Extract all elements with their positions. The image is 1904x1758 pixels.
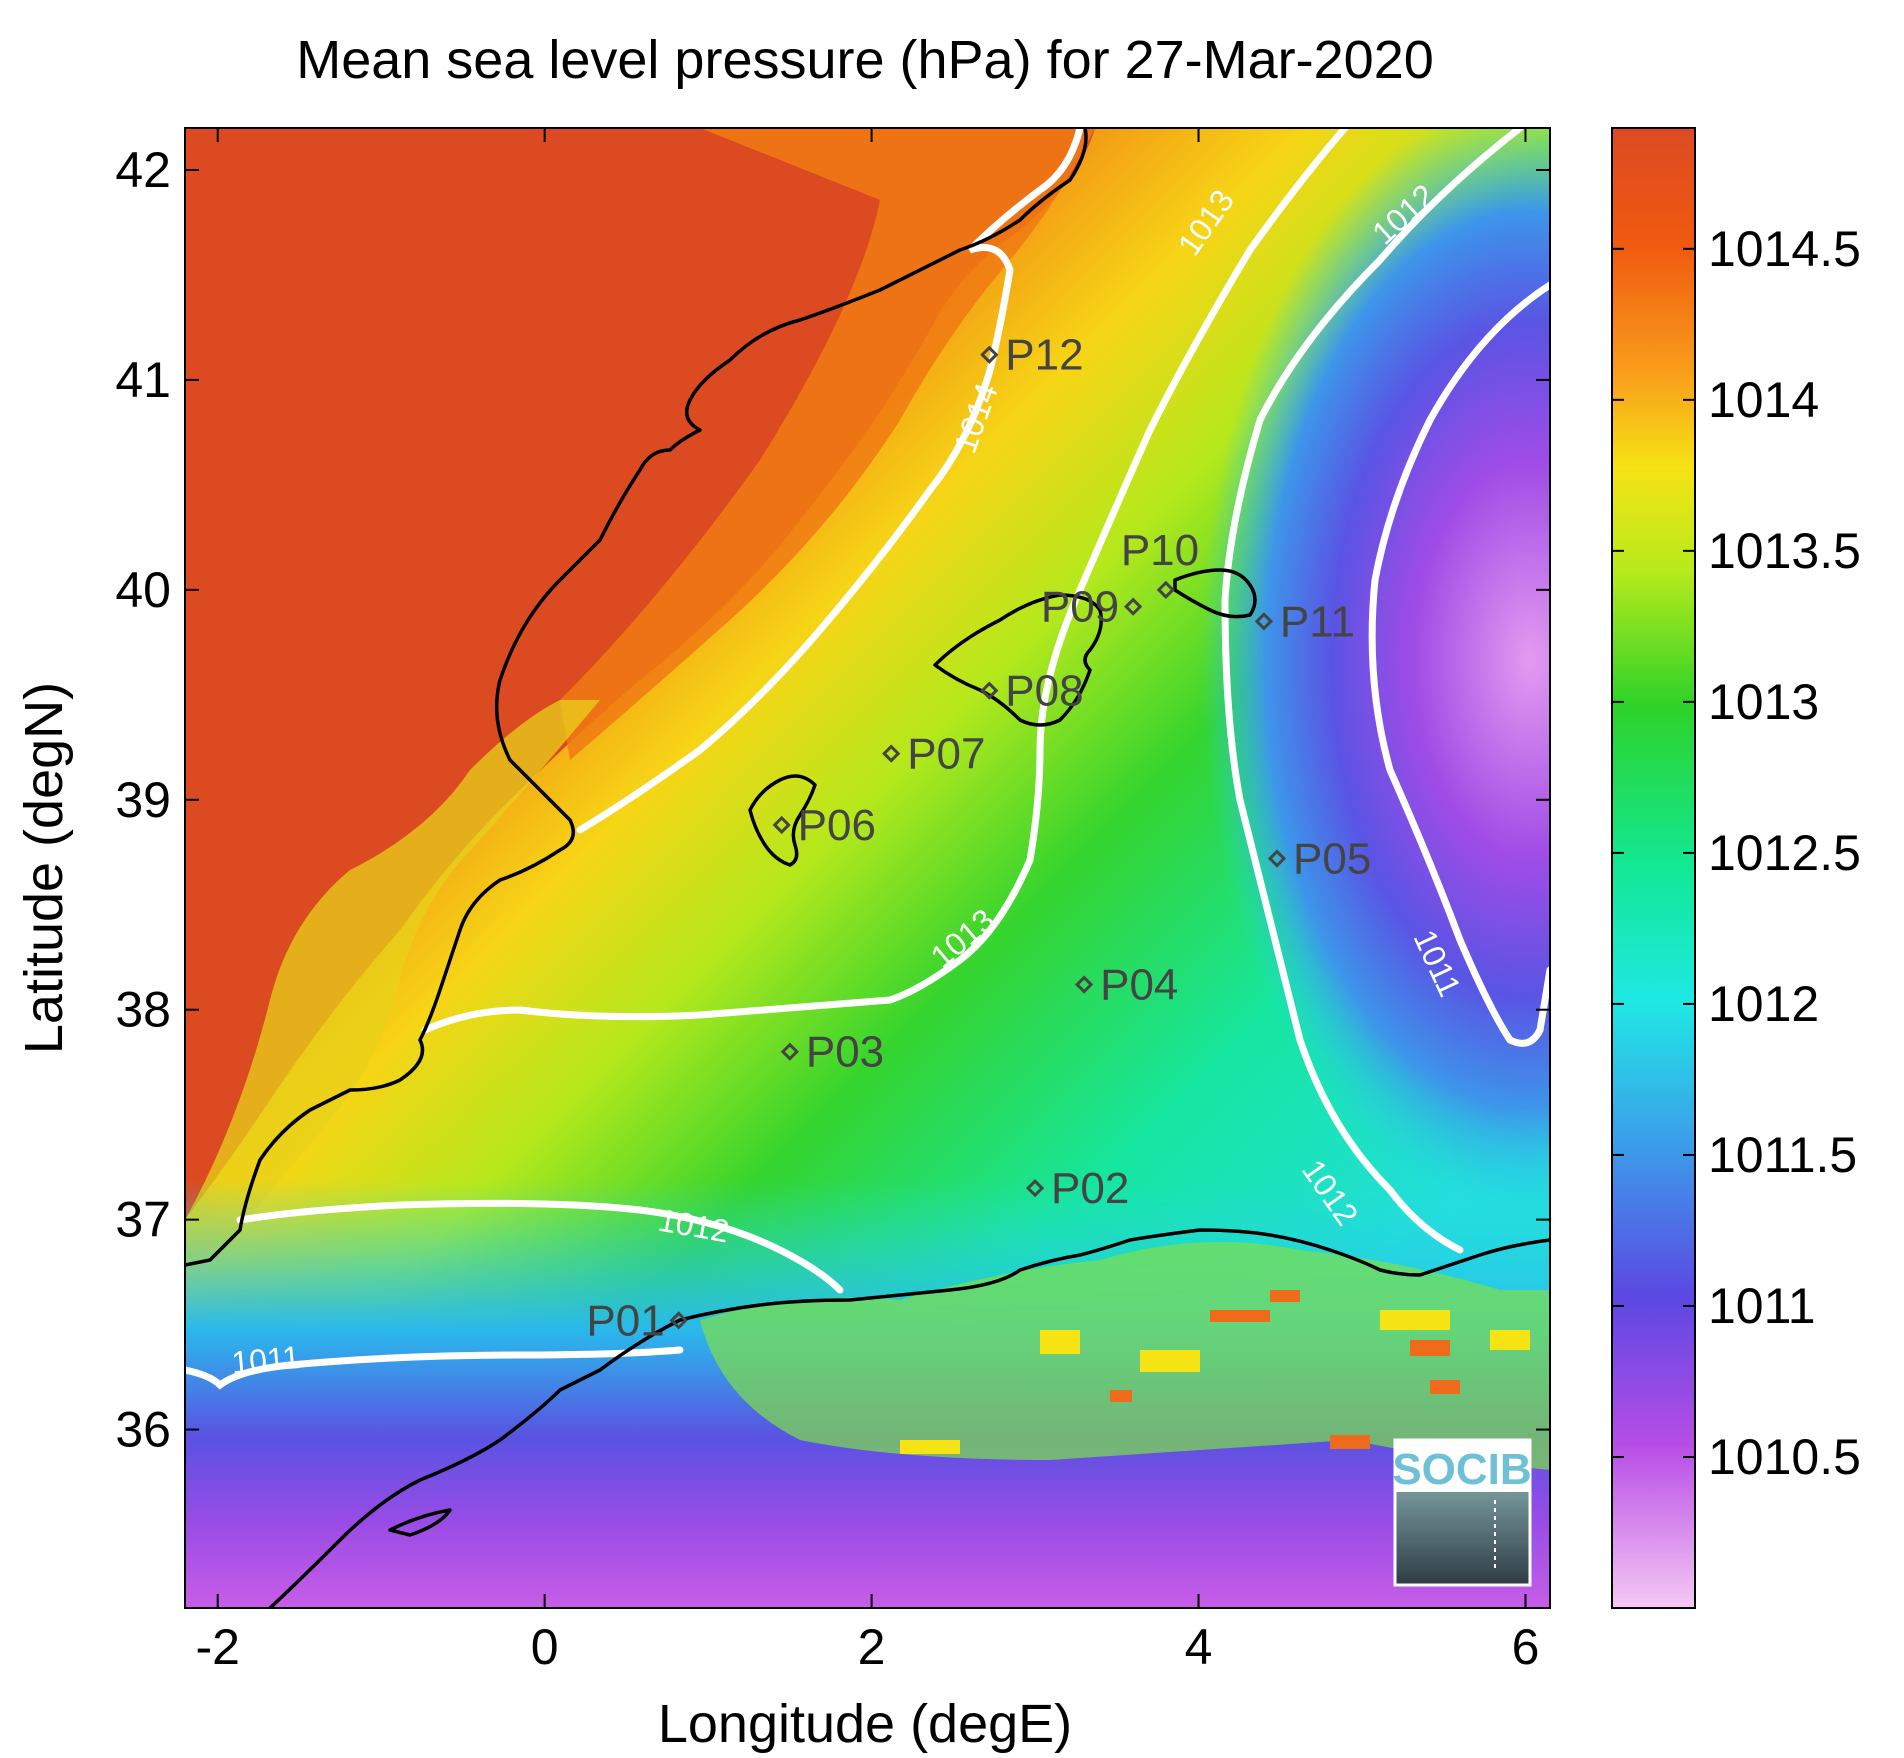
isobar-1012-lower [236, 1199, 844, 1294]
x-tick-label: 4 [1185, 1619, 1213, 1675]
station-marker [1267, 849, 1287, 868]
africa-hot-spots [1110, 1290, 1460, 1449]
iberian-coastline [185, 128, 1088, 1267]
x-tick-label: 2 [858, 1619, 886, 1675]
station-marker [1124, 597, 1143, 616]
x-tick-label: 6 [1512, 1619, 1540, 1675]
x-axis-ticks: -2 0 2 4 6 [195, 128, 1539, 1675]
station-marker [1156, 580, 1175, 599]
africa-land-speckle [700, 1242, 1550, 1470]
colorbar: 1010.5 1011 1011.5 1012 1012.5 1013 1013.5 1014… [1611, 127, 1861, 1609]
isobar-1011-lower [185, 1346, 684, 1390]
station-label: P04 [1100, 961, 1178, 1010]
isobar-1014 [576, 128, 1084, 834]
contour-label: 1011 [230, 1339, 302, 1381]
station-label: P03 [806, 1028, 884, 1077]
station-label: P10 [1121, 526, 1199, 575]
africa-yellow-spots [900, 1310, 1530, 1454]
station-p07: P07 [882, 730, 986, 779]
y-axis-ticks: 36 37 38 39 40 41 42 [115, 142, 1550, 1458]
orange-transition-region [560, 128, 1095, 760]
station-label: P11 [1280, 597, 1355, 646]
station-marker [882, 744, 901, 763]
colorbar-tick-label: 1010.5 [1708, 1429, 1861, 1485]
colorbar-ticks: 1010.5 1011 1011.5 1012 1012.5 1013 1013.5 1014… [1612, 221, 1861, 1485]
station-label: P07 [907, 730, 985, 779]
station-p03: P03 [780, 1028, 884, 1077]
colorbar-tick-label: 1012.5 [1708, 825, 1861, 881]
x-tick-label: -2 [195, 1619, 239, 1675]
isobar-1011 [1368, 281, 1550, 1047]
colorbar-tick-label: 1013 [1708, 674, 1819, 730]
y-axis-label: Latitude (degN) [14, 682, 74, 1054]
ibiza-coastline [748, 774, 817, 867]
colorbar-tick-label: 1012 [1708, 976, 1819, 1032]
station-marker [1254, 612, 1274, 631]
y-tick-label: 38 [115, 982, 171, 1038]
y-tick-label: 42 [115, 142, 171, 198]
alboran-islet [388, 1508, 452, 1537]
station-label: P08 [1005, 667, 1083, 716]
mallorca-coastline [933, 593, 1103, 727]
y-tick-label: 37 [115, 1192, 171, 1248]
station-marker [772, 815, 791, 835]
station-p01: P01 [586, 1296, 688, 1345]
isobar-contours [185, 128, 1550, 1390]
colorbar-tick-label: 1011 [1708, 1278, 1816, 1334]
station-label: P05 [1293, 835, 1371, 884]
station-p11: P11 [1254, 597, 1355, 646]
station-p09: P09 [1041, 583, 1143, 632]
station-marker [980, 681, 999, 700]
africa-coastline [268, 1228, 1550, 1608]
station-marker [780, 1042, 799, 1061]
station-marker [1074, 975, 1094, 994]
station-marker [980, 345, 999, 364]
menorca-coastline [1173, 568, 1257, 619]
x-tick-label: 0 [531, 1619, 559, 1675]
station-label: P12 [1005, 331, 1083, 380]
colorbar-tick-label: 1011.5 [1708, 1127, 1857, 1183]
y-tick-label: 36 [115, 1402, 171, 1458]
station-p02: P02 [1025, 1164, 1129, 1213]
station-p06: P06 [772, 801, 876, 850]
y-tick-label: 41 [115, 352, 171, 408]
socib-logo-text: SOCIB [1392, 1445, 1531, 1494]
station-marker [669, 1311, 688, 1330]
colorbar-tick-label: 1013.5 [1708, 523, 1861, 579]
colorbar-tick-label: 1014.5 [1708, 221, 1861, 277]
station-p12: P12 [980, 331, 1084, 380]
colorbar-tick-label: 1014 [1708, 372, 1819, 428]
land-transition-band [185, 700, 600, 1260]
x-axis-label: Longitude (degE) [658, 1694, 1072, 1754]
station-p10: P10 [1121, 526, 1199, 599]
coastlines [185, 128, 1550, 1608]
y-tick-label: 40 [115, 562, 171, 618]
y-tick-label: 39 [115, 772, 171, 828]
isobar-1012-upper [1221, 128, 1524, 1254]
colorbar-gradient [1611, 127, 1696, 1609]
map-frame [184, 127, 1551, 1609]
station-marker [1025, 1179, 1045, 1198]
station-p04: P04 [1074, 961, 1178, 1010]
station-p08: P08 [980, 667, 1084, 716]
isobar-1013-upper [421, 128, 1349, 1034]
station-label: P01 [586, 1296, 664, 1345]
station-label: P06 [798, 801, 876, 850]
station-label: P09 [1041, 583, 1119, 632]
chart-title: Mean sea level pressure (hPa) for 27-Mar… [296, 30, 1434, 90]
socib-logo: SOCIB [1392, 1438, 1532, 1587]
station-label: P02 [1051, 1164, 1129, 1213]
station-p05: P05 [1267, 835, 1371, 884]
